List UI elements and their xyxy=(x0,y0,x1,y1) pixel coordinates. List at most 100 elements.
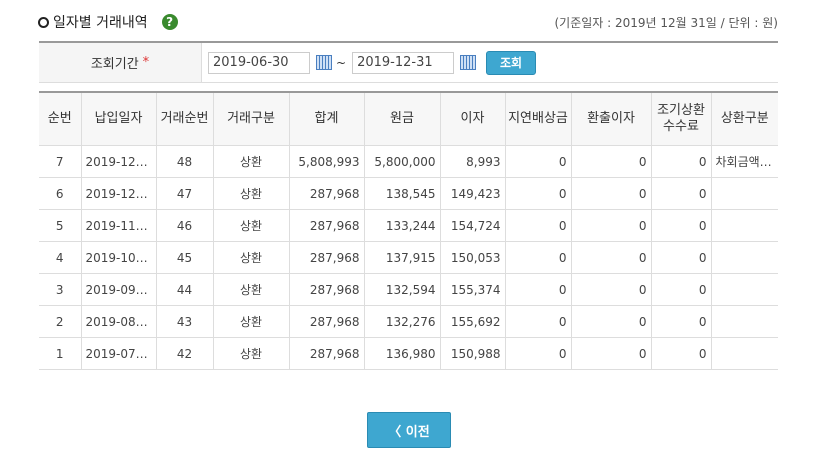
table-cell: 0 xyxy=(504,337,571,370)
period-label-text: 조회기간 xyxy=(90,57,139,72)
column-header: 납입일자 xyxy=(80,91,156,146)
table-cell: 287,968 xyxy=(288,209,364,242)
table-cell: 2019-12-31 xyxy=(80,145,156,178)
table-cell: 0 xyxy=(570,177,651,210)
table-cell: 2019-07-11 xyxy=(80,337,156,370)
table-cell xyxy=(710,209,778,242)
table-cell: 1 xyxy=(39,337,81,370)
table-cell: 5 xyxy=(39,209,81,242)
table-cell: 0 xyxy=(504,273,571,306)
table-cell: 상환 xyxy=(212,177,289,210)
table-cell: 0 xyxy=(650,145,711,178)
help-icon[interactable]: ? xyxy=(161,14,178,30)
table-cell: 287,968 xyxy=(288,305,364,338)
table-cell: 2019-09-11 xyxy=(80,273,156,306)
table-cell: 5,800,000 xyxy=(363,145,440,178)
table-cell: 상환 xyxy=(212,145,289,178)
table-row: 2 2019-08-12 43 상환 287,968 132,276 155,692 0 0 0 xyxy=(39,305,778,338)
table-cell: 155,692 xyxy=(439,305,505,338)
table-cell: 2019-12-11 xyxy=(80,177,156,210)
table-cell: 0 xyxy=(504,209,571,242)
table-cell: 42 xyxy=(155,337,213,370)
table-cell: 138,545 xyxy=(363,177,440,210)
table-cell: 0 xyxy=(504,145,571,178)
table-cell: 0 xyxy=(650,273,711,306)
table-cell: 287,968 xyxy=(288,337,364,370)
table-cell: 0 xyxy=(570,209,651,242)
table-header: 순번 납입일자 거래순번 거래구분 합계 원금 이자 지연배상금 환출이자 조기상환 수수료 상환구… xyxy=(39,91,778,146)
search-bar: 조회기간* ~ 조회 xyxy=(39,41,778,83)
table-cell: 0 xyxy=(650,241,711,274)
table-cell: 0 xyxy=(570,273,651,306)
previous-button[interactable]: 〈 이전 xyxy=(367,412,451,448)
table-cell: 8,993 xyxy=(439,145,505,178)
table-cell: 149,423 xyxy=(439,177,505,210)
table-cell: 2 xyxy=(39,305,81,338)
column-header: 조기상환 수수료 xyxy=(650,91,711,146)
from-date-input[interactable] xyxy=(208,51,310,74)
page-title: 일자별 거래내역 ? xyxy=(38,12,178,32)
column-header: 원금 xyxy=(363,91,440,146)
table-cell: 154,724 xyxy=(439,209,505,242)
table-cell: 0 xyxy=(504,241,571,274)
table-cell: 0 xyxy=(570,305,651,338)
table-cell: 0 xyxy=(650,305,711,338)
table-cell: 0 xyxy=(570,241,651,274)
table-cell: 상환 xyxy=(212,209,289,242)
column-header: 상환구분 xyxy=(710,91,778,146)
table-cell: 2019-11-11 xyxy=(80,209,156,242)
search-button[interactable]: 조회 xyxy=(486,50,537,75)
column-header: 환출이자 xyxy=(570,91,651,146)
table-cell: 155,374 xyxy=(439,273,505,306)
table-cell: 136,980 xyxy=(363,337,440,370)
table-cell: 2019-08-12 xyxy=(80,305,156,338)
column-header: 거래구분 xyxy=(212,91,289,146)
table-cell: 상환 xyxy=(212,273,289,306)
table-row: 3 2019-09-11 44 상환 287,968 132,594 155,374 0 0 0 xyxy=(39,273,778,306)
table-cell: 132,594 xyxy=(363,273,440,306)
required-mark: * xyxy=(142,55,150,70)
column-header: 지연배상금 xyxy=(504,91,571,146)
table-cell: 상환 xyxy=(212,305,289,338)
table-cell: 0 xyxy=(650,337,711,370)
table-cell: 287,968 xyxy=(288,273,364,306)
table-cell: 7 xyxy=(39,145,81,178)
table-cell: 4 xyxy=(39,241,81,274)
table-row: 7 2019-12-31 48 상환 5,808,993 5,800,000 8,993 0 0… xyxy=(39,145,778,178)
page-title-text: 일자별 거래내역 xyxy=(53,15,148,31)
table-cell: 45 xyxy=(155,241,213,274)
table-cell: 0 xyxy=(570,337,651,370)
table-cell: 0 xyxy=(650,177,711,210)
transaction-table: 순번 납입일자 거래순번 거래구분 합계 원금 이자 지연배상금 환출이자 조기상환 수수료 상환구… xyxy=(39,91,778,370)
table-row: 4 2019-10-11 45 상환 287,968 137,915 150,053 0 0 0 xyxy=(39,241,778,274)
table-cell: 0 xyxy=(650,209,711,242)
table-cell: 5,808,993 xyxy=(288,145,364,178)
table-row: 5 2019-11-11 46 상환 287,968 133,244 154,724 0 0 0 xyxy=(39,209,778,242)
table-row: 6 2019-12-11 47 상환 287,968 138,545 149,423 0 0 0 xyxy=(39,177,778,210)
table-cell: 43 xyxy=(155,305,213,338)
table-cell: 2019-10-11 xyxy=(80,241,156,274)
table-cell: 3 xyxy=(39,273,81,306)
table-cell: 132,276 xyxy=(363,305,440,338)
calendar-icon[interactable] xyxy=(460,55,477,70)
table-cell: 150,053 xyxy=(439,241,505,274)
table-cell: 차회금액… xyxy=(710,145,778,178)
table-cell: 48 xyxy=(155,145,213,178)
tilde: ~ xyxy=(336,55,347,70)
circle-bullet-icon xyxy=(38,16,49,28)
to-date-input[interactable] xyxy=(352,51,455,74)
table-cell: 46 xyxy=(155,209,213,242)
table-row: 1 2019-07-11 42 상환 287,968 136,980 150,988 0 0 0 xyxy=(39,337,778,370)
table-cell: 0 xyxy=(504,177,571,210)
base-date-note: (기준일자 : 2019년 12월 31일 / 단위 : 원) xyxy=(554,16,779,30)
column-header: 순번 xyxy=(39,91,81,146)
column-header: 합계 xyxy=(288,91,364,146)
table-cell: 47 xyxy=(155,177,213,210)
calendar-icon[interactable] xyxy=(316,55,332,70)
table-cell: 133,244 xyxy=(363,209,440,242)
column-header: 이자 xyxy=(439,91,505,146)
period-label: 조회기간 * xyxy=(39,43,202,82)
table-cell: 137,915 xyxy=(363,241,440,274)
table-cell: 287,968 xyxy=(288,241,364,274)
table-cell: 287,968 xyxy=(288,177,364,210)
